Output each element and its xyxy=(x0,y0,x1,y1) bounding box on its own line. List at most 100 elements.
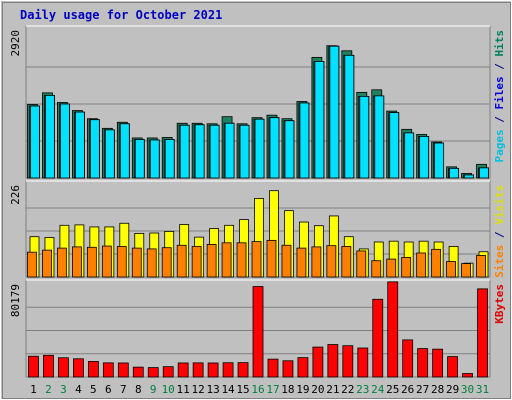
bar-pages xyxy=(209,124,220,179)
bar-sites xyxy=(251,241,262,278)
x-tick-label: 21 xyxy=(326,383,339,396)
bar-kbytes xyxy=(417,348,429,378)
x-tick-label: 10 xyxy=(162,383,175,396)
x-tick-label: 9 xyxy=(150,383,157,396)
legend-part: Hits xyxy=(493,30,506,57)
bar-kbytes xyxy=(147,367,159,378)
x-tick-label: 16 xyxy=(251,383,264,396)
bar-sites xyxy=(161,247,172,278)
legend-kbytes: KBytes xyxy=(493,284,506,324)
x-tick-label: 2 xyxy=(45,383,52,396)
bar-pages xyxy=(389,112,400,179)
bar-pages xyxy=(269,117,280,179)
x-tick-label: 22 xyxy=(341,383,354,396)
bar-pages xyxy=(404,132,415,179)
bar-pages xyxy=(419,136,430,179)
legend-part: / xyxy=(493,225,506,245)
bar-sites xyxy=(236,242,247,278)
bar-pages xyxy=(359,95,370,179)
x-axis: 1 2 3 4 5 6 7 8 9 10 11 12 13 14 15 16 17 18 19 20 21 22 23 24 2… xyxy=(30,383,489,396)
x-tick-label: 3 xyxy=(60,383,67,396)
legend-part: Pages xyxy=(493,129,506,162)
bar-sites xyxy=(461,263,471,278)
bar-kbytes xyxy=(282,360,294,378)
bar-kbytes xyxy=(432,348,444,378)
bar-kbytes xyxy=(117,362,129,378)
legend-hits-files-pages: Pages / Files / Hits xyxy=(493,30,506,163)
bar-sites xyxy=(86,246,97,278)
bar-sites xyxy=(116,246,127,278)
bar-pages xyxy=(194,124,205,179)
bar-kbytes xyxy=(222,362,234,378)
bar-pages xyxy=(119,123,130,179)
bar-kbytes xyxy=(357,347,369,378)
bar-pages xyxy=(45,94,55,179)
x-tick-label: 15 xyxy=(236,383,249,396)
bar-sites xyxy=(146,248,157,278)
bar-kbytes xyxy=(237,362,249,378)
bar-sites xyxy=(42,249,52,278)
bar-pages xyxy=(134,139,145,179)
x-tick-label: 7 xyxy=(120,383,127,396)
bar-pages xyxy=(434,142,445,179)
x-tick-label: 5 xyxy=(90,383,97,396)
x-tick-label: 25 xyxy=(386,383,399,396)
bar-pages xyxy=(284,120,295,179)
x-tick-label: 28 xyxy=(431,383,444,396)
x-tick-label: 14 xyxy=(221,383,235,396)
bar-kbytes xyxy=(192,362,204,378)
legend-part: Visits xyxy=(493,185,506,225)
bar-kbytes xyxy=(462,373,473,378)
x-tick-label: 20 xyxy=(311,383,324,396)
bar-sites xyxy=(176,244,187,278)
bar-sites xyxy=(206,244,217,278)
bar-sites xyxy=(191,246,202,278)
bar-pages xyxy=(239,124,250,179)
x-tick-label: 26 xyxy=(401,383,414,396)
bar-sites xyxy=(131,247,142,278)
bar-sites xyxy=(446,261,456,278)
bar-sites xyxy=(341,246,352,278)
y-max-label: 2920 xyxy=(9,30,22,57)
x-tick-label: 4 xyxy=(75,383,82,396)
x-tick-label: 24 xyxy=(371,383,385,396)
bar-kbytes xyxy=(447,356,458,378)
bar-pages xyxy=(299,102,310,179)
y-max-label: 226 xyxy=(9,185,22,205)
y-max-label: 80179 xyxy=(9,284,22,317)
bar-sites xyxy=(371,260,382,278)
bar-kbytes xyxy=(252,286,264,378)
x-tick-label: 13 xyxy=(206,383,219,396)
bar-sites xyxy=(101,245,112,278)
bar-sites xyxy=(266,239,277,278)
legend-part: Files xyxy=(493,76,506,109)
bar-sites xyxy=(221,242,232,278)
legend-part: Sites xyxy=(493,245,506,278)
bar-sites xyxy=(431,248,442,278)
legend-part: / xyxy=(493,57,506,77)
bar-kbytes xyxy=(162,366,174,378)
bar-kbytes xyxy=(372,298,384,378)
bar-pages xyxy=(149,139,160,179)
x-tick-label: 6 xyxy=(105,383,112,396)
bar-kbytes xyxy=(87,361,99,378)
bar-kbytes xyxy=(327,344,339,378)
bar-pages xyxy=(314,61,325,179)
bar-kbytes xyxy=(402,339,414,378)
bar-sites xyxy=(72,246,82,278)
x-tick-label: 27 xyxy=(416,383,429,396)
bar-sites xyxy=(27,251,37,278)
bar-kbytes xyxy=(28,355,39,378)
bar-kbytes xyxy=(102,362,114,378)
x-tick-label: 12 xyxy=(192,383,205,396)
bar-kbytes xyxy=(132,366,144,378)
x-tick-label: 23 xyxy=(356,383,369,396)
panel-hits-files-pages: 2920 Pages / Files / Hits xyxy=(9,25,506,179)
bar-pages xyxy=(104,129,115,179)
bar-kbytes xyxy=(267,358,279,378)
bar-sites xyxy=(296,247,307,278)
bar-kbytes xyxy=(207,362,219,378)
x-tick-label: 1 xyxy=(30,383,37,396)
bar-sites xyxy=(416,252,427,278)
